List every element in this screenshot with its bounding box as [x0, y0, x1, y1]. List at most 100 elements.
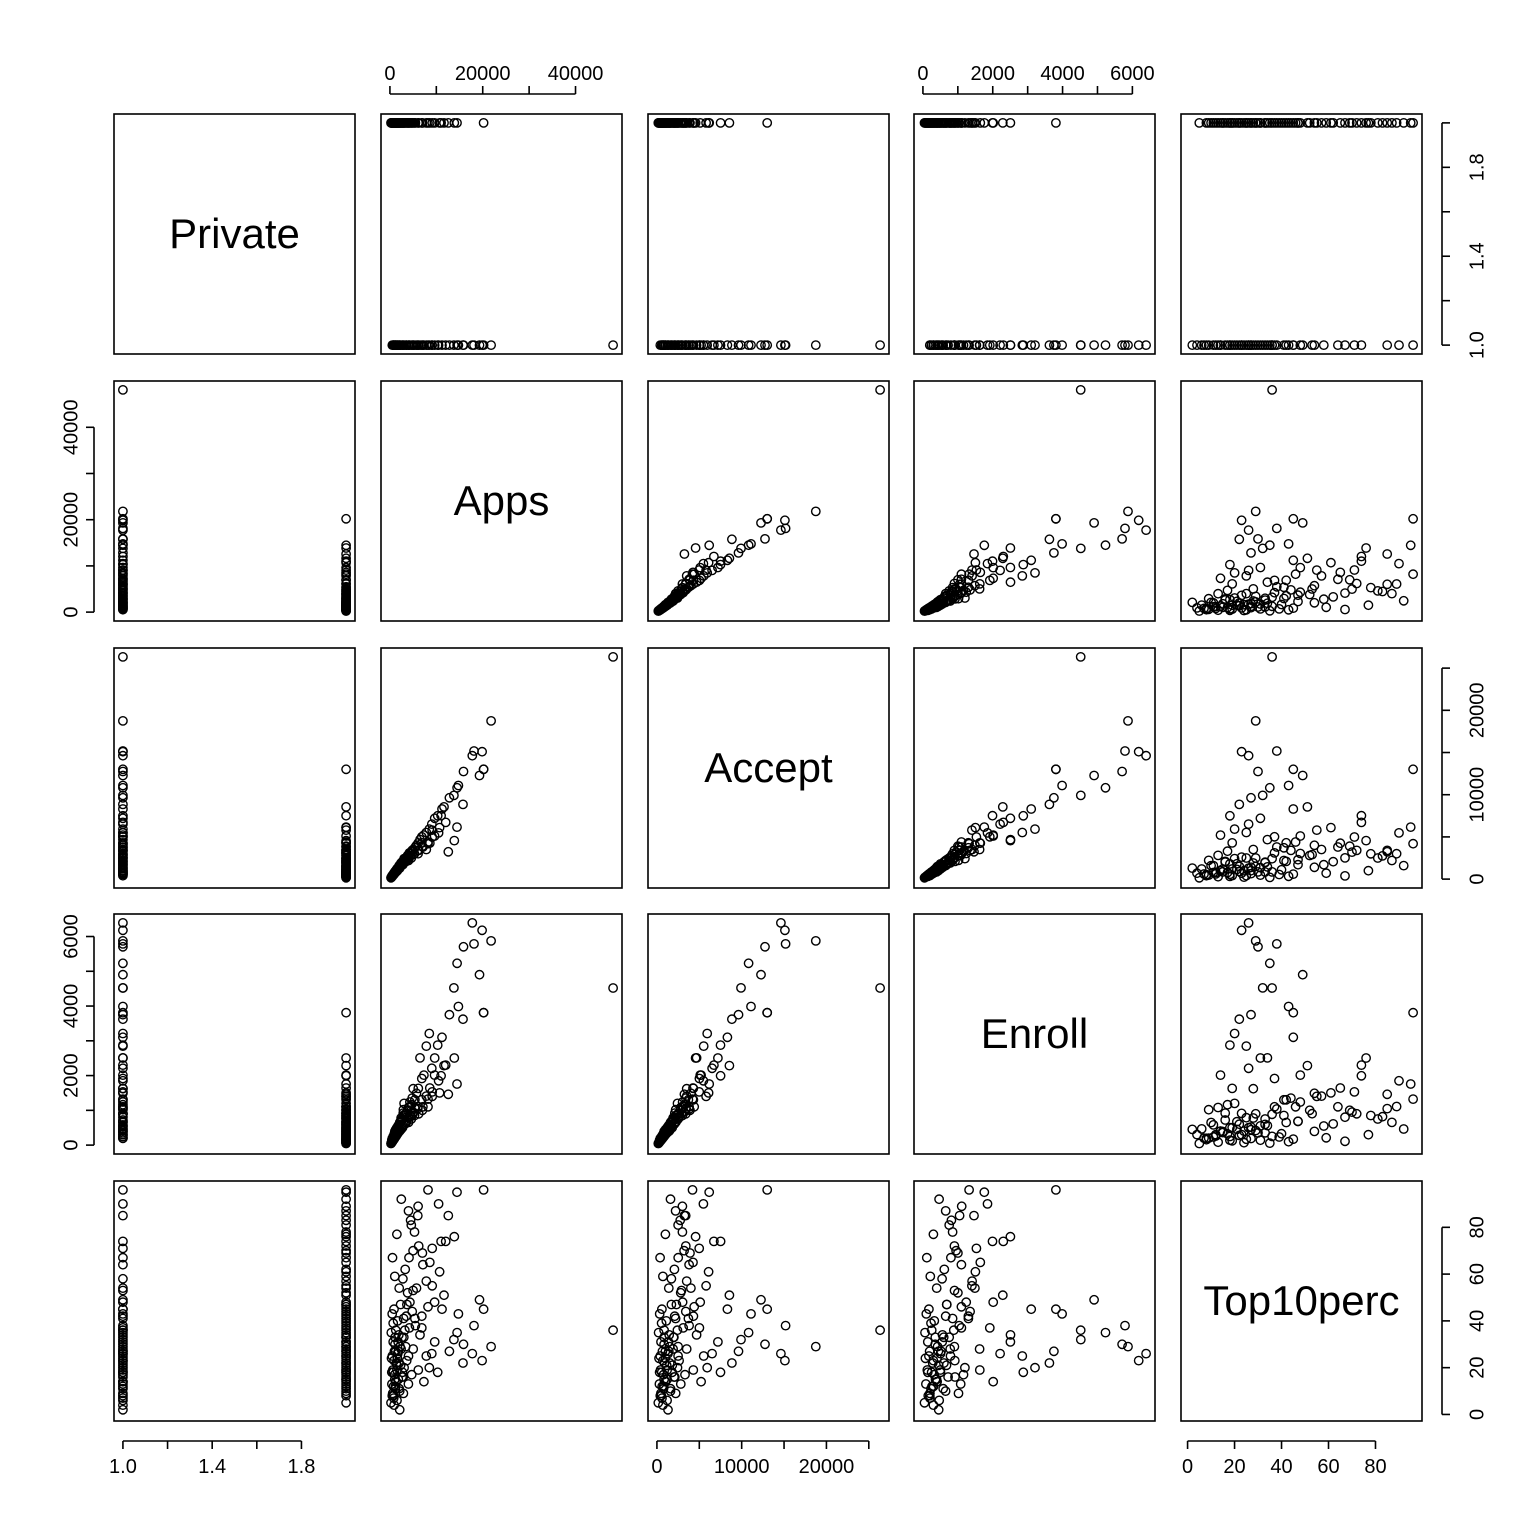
point-123-private-apps: [389, 118, 400, 128]
point-6-apps-top10perc: [1243, 525, 1254, 535]
point-1-accept-private: [118, 716, 128, 726]
point-111-apps-enroll: [922, 605, 933, 616]
point-116-top10perc-private: [341, 1313, 351, 1324]
point-14-top10perc-enroll: [1018, 1367, 1029, 1378]
point-51-enroll-top10perc: [1318, 1121, 1329, 1131]
point-11-top10perc-accept: [736, 1334, 746, 1345]
point-99-top10perc-apps: [394, 1386, 405, 1397]
point-50-accept-private: [118, 856, 128, 867]
point-131-private-accept: [670, 118, 681, 128]
point-63-apps-top10perc: [1335, 567, 1346, 578]
point-57-apps-accept: [704, 540, 715, 551]
point-11-apps-enroll: [1075, 543, 1086, 554]
point-14-accept-enroll: [1018, 810, 1029, 821]
point-77-accept-top10perc: [1309, 862, 1320, 873]
point-58-apps-top10perc: [1361, 543, 1372, 553]
point-84-top10perc-private: [341, 1271, 351, 1282]
right-tick-label-accept: 10000: [1466, 767, 1488, 823]
point-80-top10perc-accept: [660, 1229, 671, 1240]
panel-apps-vs-top10perc: [1180, 380, 1423, 622]
point-96-private-enroll: [960, 118, 970, 128]
point-108-private-top10perc: [1274, 118, 1285, 128]
point-130-private-enroll: [944, 118, 955, 128]
point-80-top10perc-enroll: [928, 1229, 939, 1240]
point-9-enroll-private: [118, 1001, 128, 1012]
point-43-top10perc-enroll: [982, 1199, 993, 1209]
point-120-enroll-top10perc: [1255, 1121, 1266, 1131]
point-58-enroll-private: [341, 1053, 351, 1063]
point-42-private-top10perc: [1356, 340, 1367, 350]
diag-label-accept: Accept: [704, 744, 833, 791]
point-34-enroll-top10perc: [1208, 1120, 1219, 1130]
point-23-top10perc-accept: [686, 1283, 696, 1294]
point-5-enroll-apps: [469, 939, 479, 949]
point-111-enroll-apps: [386, 1135, 397, 1146]
panel-top10perc-vs-top10perc: [1180, 1180, 1423, 1422]
bottom-tick-label-top10perc: 60: [1317, 1456, 1339, 1478]
point-7-top10perc-apps: [458, 1339, 469, 1350]
point-1-top10perc-apps: [486, 1341, 496, 1352]
point-112-apps-top10perc: [1286, 585, 1296, 595]
point-122-accept-enroll: [933, 865, 944, 876]
point-121-apps-top10perc: [1227, 600, 1238, 611]
right-tick-label-top10perc: 20: [1466, 1357, 1488, 1379]
point-91-apps-top10perc: [1283, 604, 1294, 615]
point-80-enroll-top10perc: [1363, 1129, 1374, 1140]
point-47-private-accept: [680, 340, 691, 350]
point-114-top10perc-enroll: [953, 1287, 963, 1298]
point-8-accept-enroll: [1044, 799, 1055, 810]
point-62-apps-enroll: [988, 562, 999, 573]
point-69-top10perc-private: [341, 1215, 351, 1226]
point-84-top10perc-enroll: [925, 1271, 936, 1282]
point-124-top10perc-enroll: [970, 1266, 981, 1277]
point-51-private-apps: [397, 340, 408, 350]
point-50-enroll-top10perc: [1281, 1117, 1292, 1128]
point-101-top10perc-enroll: [935, 1348, 946, 1359]
point-28-top10perc-apps: [403, 1379, 414, 1389]
point-12-enroll-accept: [733, 1009, 744, 1020]
point-56-top10perc-accept: [762, 1185, 773, 1195]
point-112-top10perc-private: [341, 1306, 351, 1317]
point-28-enroll-top10perc: [1213, 1102, 1224, 1113]
point-57-top10perc-private: [341, 1187, 351, 1198]
point-56-enroll-apps: [478, 1007, 489, 1018]
point-127-private-top10perc: [1344, 118, 1355, 128]
point-36-enroll-top10perc: [1196, 1124, 1207, 1134]
point-113-accept-top10perc: [1269, 848, 1280, 858]
point-27-top10perc-apps: [404, 1297, 415, 1308]
point-131-apps-enroll: [940, 588, 951, 599]
point-111-enroll-top10perc: [1225, 1135, 1235, 1146]
point-46-apps-private: [118, 574, 128, 585]
point-124-private-top10perc: [1326, 118, 1336, 128]
point-125-accept-private: [341, 825, 351, 835]
point-15-enroll-top10perc: [1255, 1053, 1266, 1063]
point-108-accept-top10perc: [1274, 869, 1285, 880]
point-27-top10perc-enroll: [961, 1297, 972, 1308]
point-61-apps-enroll: [987, 556, 998, 567]
point-42-accept-apps: [440, 817, 451, 828]
point-53-private-enroll: [932, 340, 942, 350]
point-123-enroll-accept: [659, 1126, 669, 1137]
point-29-accept-top10perc: [1236, 852, 1247, 862]
point-67-top10perc-enroll: [954, 1320, 965, 1331]
point-32-top10perc-private: [118, 1372, 128, 1382]
point-6-enroll-private: [118, 918, 128, 928]
point-43-private-apps: [433, 340, 444, 350]
point-7-enroll-private: [118, 941, 128, 952]
point-32-private-top10perc: [1220, 340, 1231, 350]
point-61-top10perc-private: [341, 1236, 351, 1247]
point-56-apps-enroll: [1051, 513, 1061, 524]
point-95-accept-top10perc: [1194, 872, 1205, 883]
point-52-top10perc-accept: [663, 1404, 673, 1415]
point-56-accept-top10perc: [1408, 764, 1419, 775]
left-tick-label-apps: 40000: [60, 399, 82, 455]
point-109-top10perc-enroll: [925, 1388, 935, 1399]
point-11-top10perc-enroll: [1075, 1334, 1086, 1345]
bottom-tick-label-top10perc: 20: [1223, 1456, 1245, 1478]
point-129-private-top10perc: [1365, 118, 1376, 128]
panel-apps-vs-enroll: [913, 380, 1156, 622]
point-16-accept-apps: [426, 819, 437, 829]
point-21-apps-enroll: [1005, 577, 1016, 588]
point-120-top10perc-apps: [393, 1337, 403, 1347]
